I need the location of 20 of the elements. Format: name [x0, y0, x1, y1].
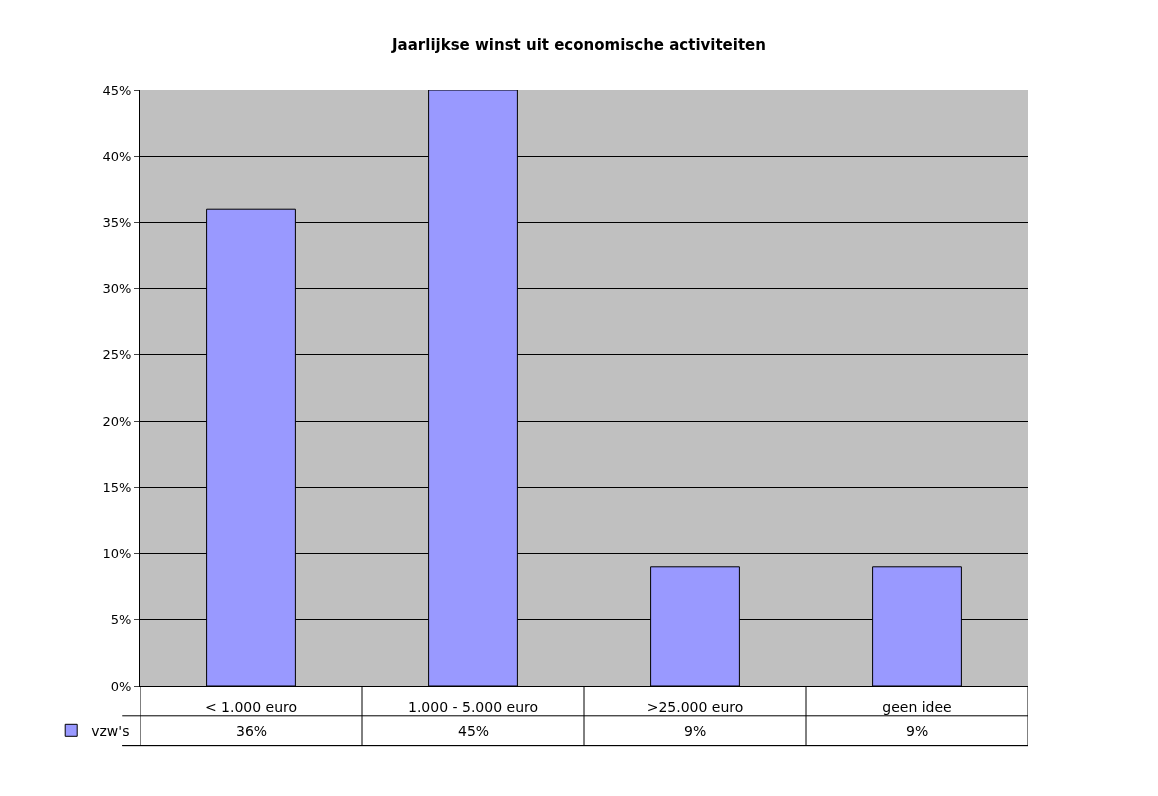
x-tick-label: geen idee	[882, 698, 952, 715]
y-tick-label: 10%	[102, 546, 132, 562]
x-tick-label: < 1.000 euro	[204, 698, 298, 715]
y-tick-label: 5%	[110, 612, 132, 628]
y-tick-label: 45%	[102, 82, 132, 98]
y-tick-label: 15%	[102, 479, 132, 495]
x-tick-label: >25.000 euro	[646, 698, 744, 715]
legend-label: vzw's	[91, 722, 130, 739]
data-label: 9%	[906, 723, 929, 739]
data-label: 45%	[458, 723, 490, 739]
x-tick-label: 1.000 - 5.000 euro	[407, 698, 539, 715]
y-tick-label: 20%	[102, 413, 132, 429]
data-label: 36%	[236, 723, 268, 739]
y-tick-label: 40%	[102, 148, 132, 164]
y-tick-label: 0%	[110, 678, 132, 694]
data-label: 9%	[684, 723, 707, 739]
y-tick-label: 35%	[102, 214, 132, 230]
y-tick-label: 25%	[102, 347, 132, 363]
y-tick-label: 30%	[102, 281, 132, 297]
chart-title: Jaarlijkse winst uit economische activiteiten	[391, 36, 766, 55]
